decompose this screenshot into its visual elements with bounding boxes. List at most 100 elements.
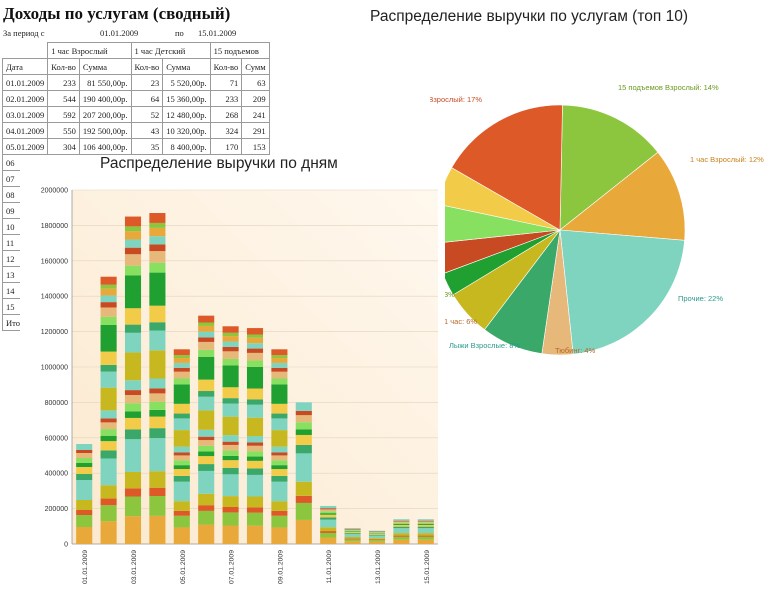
bar-segment — [100, 371, 117, 388]
bar-segment — [198, 436, 215, 441]
bar-segment — [393, 535, 410, 537]
bar-segment — [271, 455, 288, 461]
cell: 63 — [241, 74, 270, 91]
bar-segment — [173, 367, 190, 372]
bar-segment — [222, 496, 239, 507]
bar-segment — [320, 519, 337, 528]
y-tick-label: 800000 — [45, 400, 68, 407]
cell: 15 360,00р. — [162, 90, 211, 107]
bar-segment — [393, 528, 410, 534]
x-tick-label: 11.01.2009 — [326, 550, 333, 584]
bar-segment — [124, 417, 142, 430]
bar-segment — [246, 496, 264, 508]
cell: 190 400,00р. — [78, 90, 132, 107]
bar-segment — [368, 539, 386, 541]
bar-segment — [100, 284, 117, 289]
bar-segment — [222, 416, 239, 436]
cell: 544 — [47, 90, 80, 107]
bar-segment — [271, 515, 288, 528]
bar-segment — [198, 396, 215, 411]
cell: 268 — [209, 106, 243, 123]
table-row: 05.01.2009 304 106 400,00р. 35 8 400,00р… — [1, 138, 270, 155]
bar-segment — [173, 469, 190, 476]
group-header: 1 час Детский — [130, 42, 211, 59]
cell: 550 — [47, 122, 80, 139]
bar-segment — [344, 536, 361, 539]
bar-segment — [246, 404, 264, 418]
report-title: Доходы по услугам (сводный) — [3, 4, 231, 23]
bar-segment — [76, 444, 93, 450]
bar-segment — [222, 455, 239, 461]
bar-segment — [246, 334, 264, 338]
period-to: 15.01.2009 — [198, 28, 237, 38]
bar-segment — [393, 521, 410, 523]
bar-segment — [198, 322, 215, 326]
bar-segment — [368, 538, 386, 540]
bar-segment — [222, 450, 239, 456]
bar-segment — [198, 331, 215, 338]
bar-segment — [149, 305, 166, 323]
bar-segment — [100, 505, 117, 522]
bar-segment — [246, 445, 264, 452]
bar-segment — [246, 366, 264, 389]
bar-segment — [100, 276, 117, 285]
y-tick-label: 1400000 — [41, 294, 68, 301]
bar-segment — [100, 302, 117, 308]
cell: 233 — [209, 90, 243, 107]
y-tick-label: 1800000 — [41, 223, 68, 230]
bar-segment — [246, 442, 264, 446]
bar-segment — [149, 222, 166, 228]
bar-segment — [271, 358, 288, 363]
table-row: 01.01.2009 233 81 550,00р. 23 5 520,00р.… — [1, 74, 270, 91]
bar-segment — [246, 451, 264, 457]
bar-segment — [271, 362, 288, 368]
cell: 207 200,00р. — [78, 106, 132, 123]
bar-segment — [198, 341, 215, 350]
bar-segment — [222, 332, 239, 337]
pie-chart-title: Распределение выручки по услугам (топ 10… — [370, 8, 688, 25]
cell: 209 — [241, 90, 270, 107]
y-tick-label: 0 — [64, 542, 68, 549]
x-tick-label: 13.01.2009 — [375, 550, 382, 584]
cell: 43 — [130, 122, 164, 139]
bar-segment — [222, 441, 239, 445]
bar-segment — [100, 288, 117, 296]
bar-segment — [100, 429, 117, 436]
bar-segment — [344, 539, 361, 542]
bar-segment — [271, 527, 288, 544]
bar-segment — [149, 496, 166, 516]
pie-slice — [559, 104, 659, 231]
cell: 304 — [47, 138, 80, 155]
bar-segment — [124, 254, 142, 266]
bar-segment — [173, 413, 190, 419]
bar-segment — [100, 435, 117, 442]
bar-chart-title: Распределение выручки по дням — [100, 155, 338, 172]
bar-segment — [198, 445, 215, 452]
bar-segment — [222, 467, 239, 475]
bar-segment — [149, 244, 166, 252]
group-header: 1 час Взрослый — [47, 42, 132, 59]
bar-segment — [368, 540, 386, 542]
bar-segment — [368, 531, 386, 533]
cell: 64 — [130, 90, 164, 107]
pie-slice-label: Лыжи Взрослые: 8% — [449, 341, 520, 350]
y-tick-label: 1600000 — [41, 258, 68, 265]
cell: 592 — [47, 106, 80, 123]
bar-segment — [271, 413, 288, 419]
table-sub-header-row: Дата Кол-во Сумма Кол-во Сумма Кол-во Су… — [1, 58, 270, 75]
bar-segment — [198, 410, 215, 430]
bar-segment — [417, 523, 434, 525]
bar-segment — [173, 403, 190, 414]
bar-segment — [198, 391, 215, 397]
bar-segment — [271, 384, 288, 404]
bar-segment — [246, 360, 264, 367]
bar-segment — [198, 337, 215, 342]
bar-segment — [173, 355, 190, 359]
bar-segment — [320, 532, 337, 538]
bar-segment — [271, 460, 288, 466]
bar-segment — [124, 380, 142, 391]
bar-segment — [100, 295, 117, 303]
bar-segment — [271, 367, 288, 372]
bar-segment — [295, 502, 312, 520]
pie-slice-label: Тюбинг: 4% — [555, 346, 596, 355]
